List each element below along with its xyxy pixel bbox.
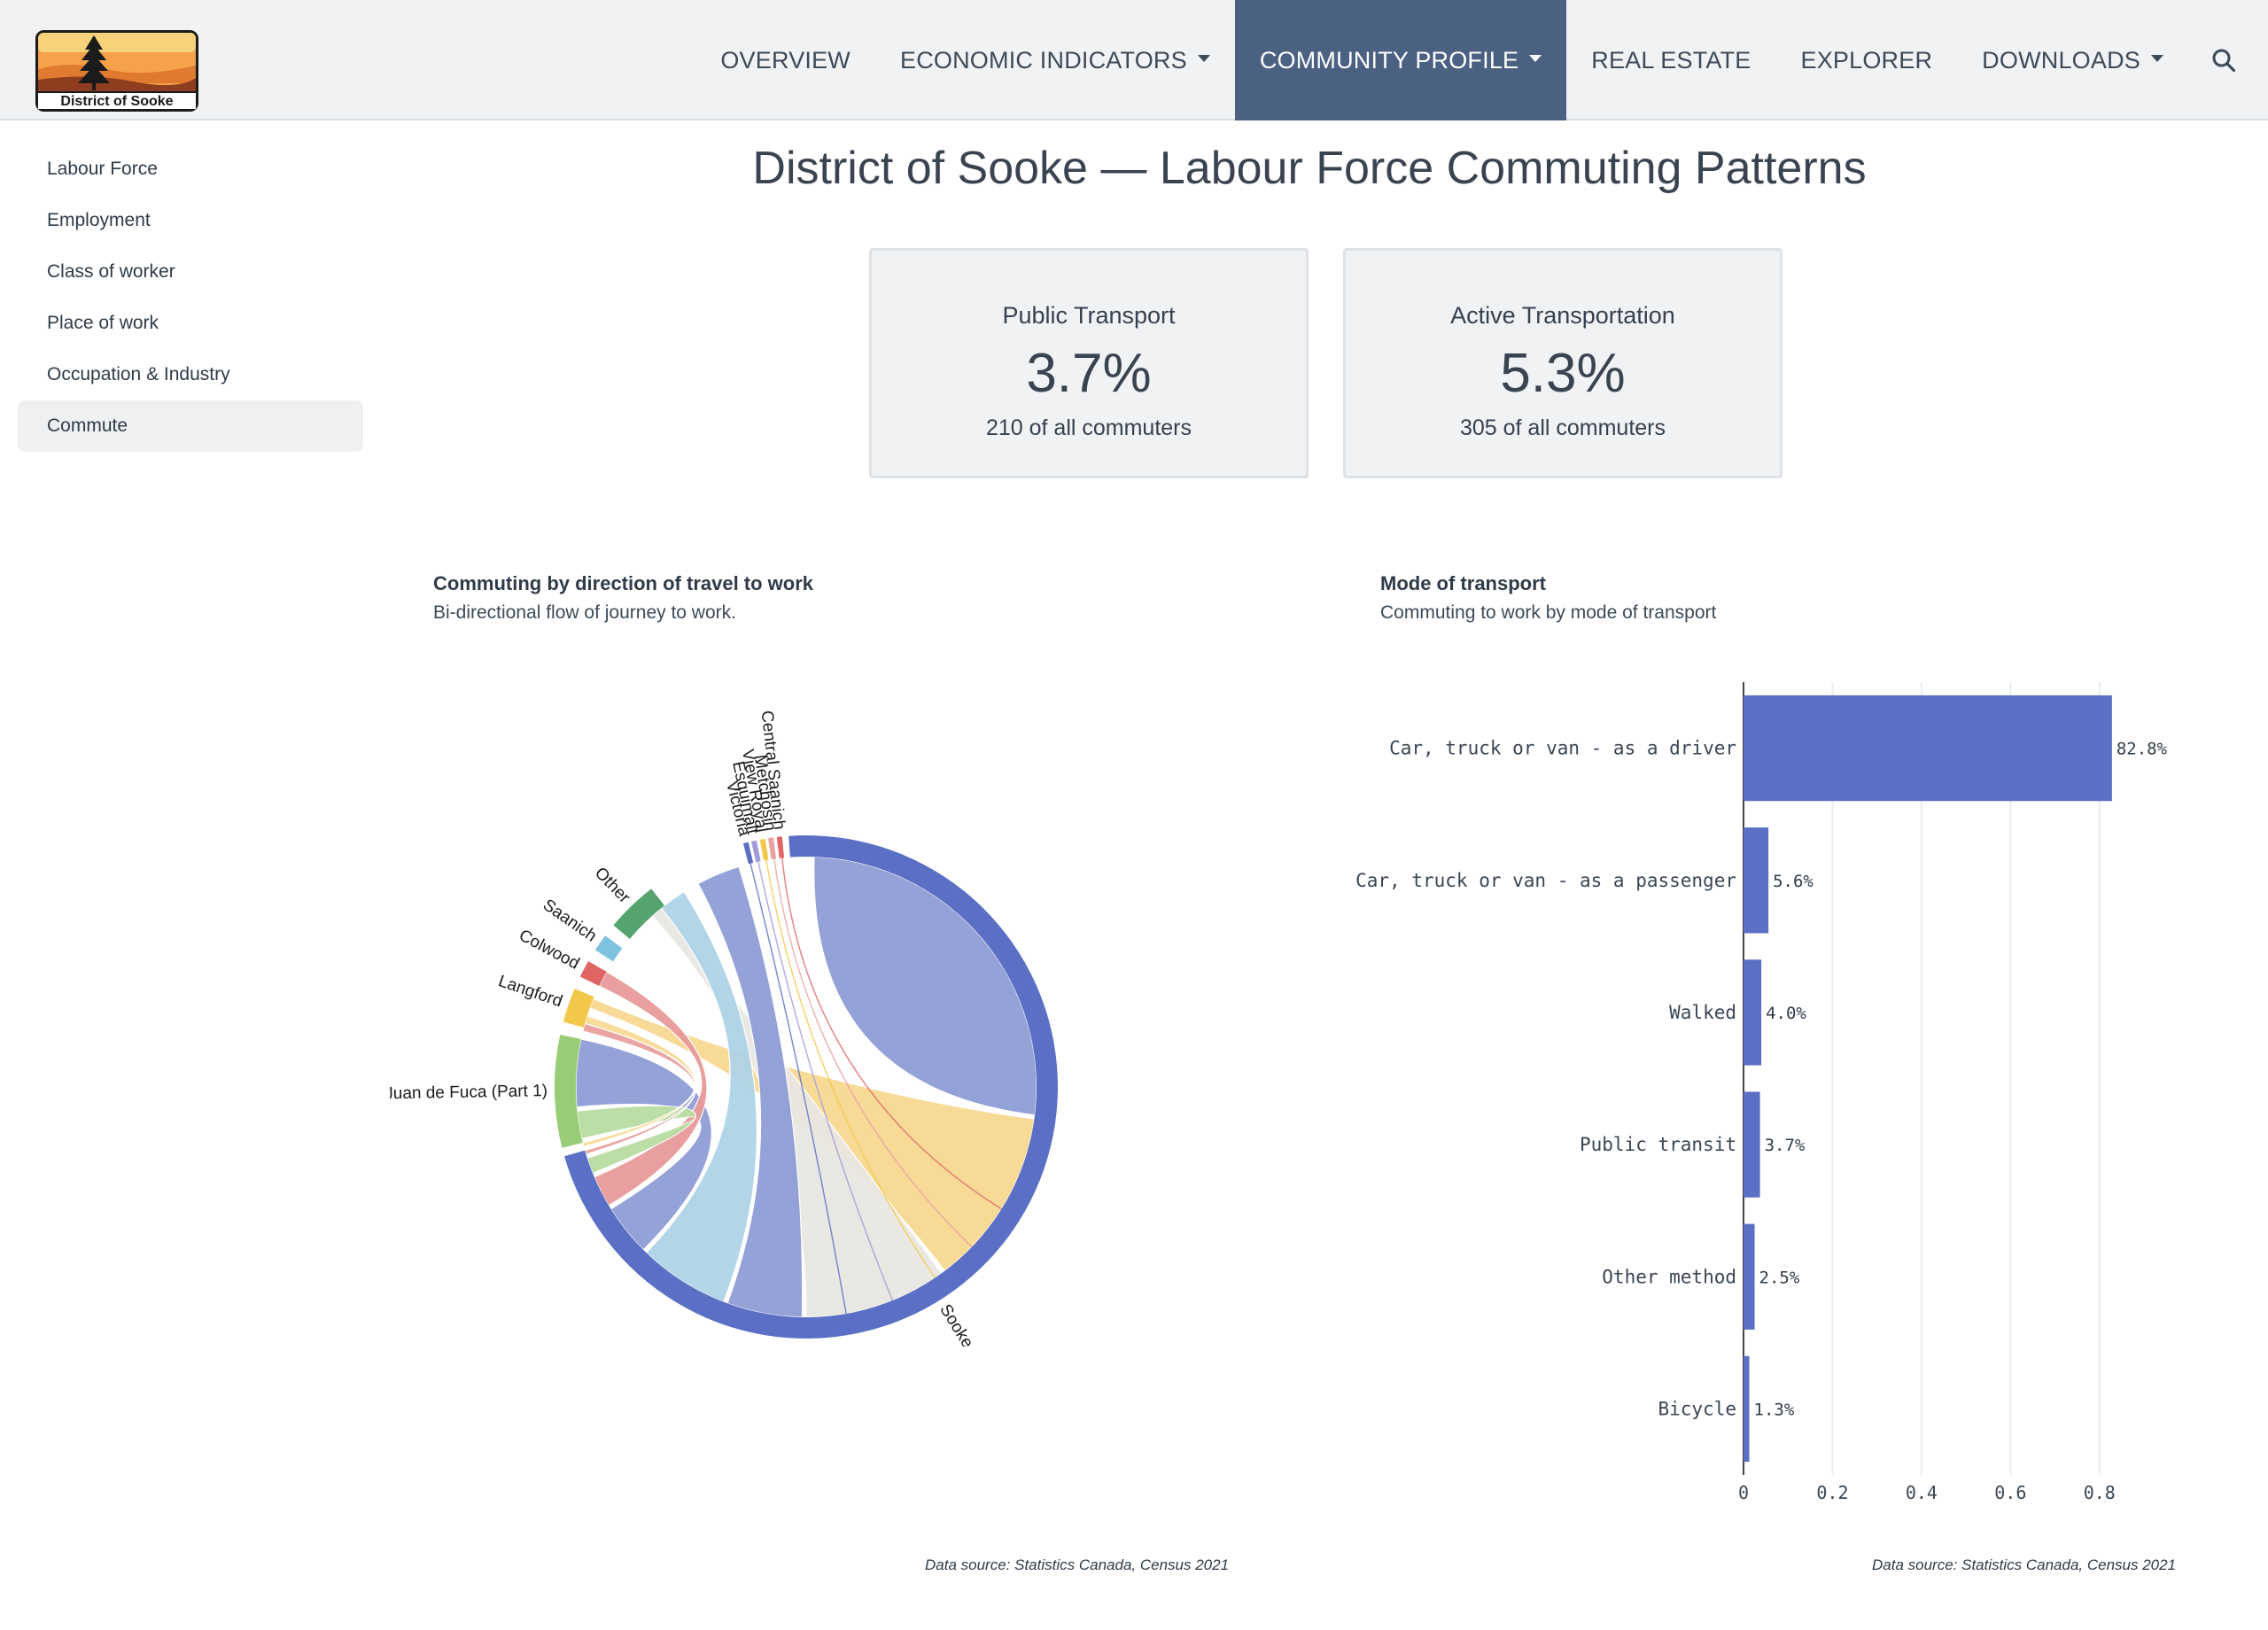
sidebar-item-place-of-work[interactable]: Place of work [47,313,159,333]
district-logo[interactable]: District of Sooke [35,30,198,112]
data-label: 5.6% [1773,872,1814,891]
chord-chart-source: Data source: Statistics Canada, Census 2… [925,1556,1230,1573]
caret-down-icon [1529,55,1542,62]
stat-card-public-transport: Public Transport 3.7% 210 of all commute… [869,248,1309,478]
stat-card-active-transportation: Active Transportation 5.3% 305 of all co… [1343,248,1783,478]
bar-chart: Car, truck or van - as a driver 82.8% Car,… [1355,682,2168,1503]
data-label: 3.7% [1765,1136,1806,1155]
chord-ribbon[interactable] [765,859,936,1278]
chord-label-juan-de-fuca-part-1: Juan de Fuca (Part 1) [390,1082,548,1103]
stat-value: 3.7% [1026,343,1152,404]
nav-real-estate[interactable]: REAL ESTATE [1566,0,1775,120]
chord-arc-view-royal[interactable] [759,838,769,861]
bar-public-transit[interactable] [1744,1091,1760,1198]
chord-label-sooke: Sooke [936,1301,976,1347]
chord-arc-other[interactable] [613,889,664,939]
chord-ribbon[interactable] [773,858,973,1248]
bar-chart-source: Data source: Statistics Canada, Census 2… [1872,1556,2177,1573]
bar-car-truck-or-van-as-a-passenger[interactable] [1744,827,1769,934]
category-label: Car, truck or van - as a driver [1389,738,1736,759]
bar-chart-subtitle: Commuting to work by mode of transport [1380,602,1717,623]
x-tick-label: 0.8 [2084,1482,2116,1503]
nav-economic-indicators[interactable]: ECONOMIC INDICATORS [875,0,1235,120]
category-label: Bicycle [1658,1398,1736,1419]
nav-overview-label: OVERVIEW [720,46,850,74]
data-label: 1.3% [1754,1400,1795,1419]
bar-chart-title: Mode of transport [1380,572,1546,594]
search-button[interactable] [2188,0,2268,120]
nav-explorer-label: EXPLORER [1800,46,1933,74]
bar-walked[interactable] [1744,959,1762,1066]
x-tick-label: 0 [1738,1482,1749,1503]
chord-ribbon[interactable] [757,861,894,1301]
bar-other-method[interactable] [1744,1223,1755,1330]
chord-arc-central-saanich[interactable] [776,836,785,858]
sidebar-item-class-of-worker[interactable]: Class of worker [47,261,175,282]
chord-ribbon[interactable] [645,890,757,1303]
chord-ribbon[interactable] [781,858,1002,1210]
chord-arc-juan-de-fuca-part-1[interactable] [555,1034,583,1148]
search-icon [2212,49,2236,73]
stat-label: Active Transportation [1450,302,1675,329]
category-label: Car, truck or van - as a passenger [1355,870,1736,891]
sidebar-item-labour-force[interactable]: Labour Force [47,159,158,179]
chord-arc-saanich[interactable] [594,935,623,962]
stat-value: 5.3% [1500,343,1626,404]
nav-downloads-label: DOWNLOADS [1982,46,2140,74]
data-label: 82.8% [2117,740,2168,759]
chord-label-other: Other [591,864,634,907]
chord-ribbon[interactable] [750,863,847,1315]
logo-text: District of Sooke [60,94,173,109]
sidebar-item-occupation-industry[interactable]: Occupation & Industry [47,364,230,384]
chord-ribbon[interactable] [813,856,1037,1116]
nav-explorer[interactable]: EXPLORER [1776,0,1958,120]
page-title: District of Sooke — Labour Force Commuti… [752,143,1867,194]
sidebar-item-employment[interactable]: Employment [47,210,151,230]
caret-down-icon [1197,55,1210,62]
category-label: Other method [1602,1266,1736,1287]
chord-chart-subtitle: Bi-directional flow of journey to work. [433,602,736,623]
sidebar-item-commute[interactable]: Commute [18,400,363,452]
category-label: Public transit [1580,1134,1736,1155]
nav-economic-indicators-label: ECONOMIC INDICATORS [900,46,1187,74]
stat-note: 305 of all commuters [1459,415,1666,440]
data-label: 4.0% [1766,1004,1806,1023]
chord-ribbon[interactable] [697,865,804,1318]
stat-note: 210 of all commuters [985,415,1192,440]
main-nav: OVERVIEW ECONOMIC INDICATORS COMMUNITY P… [695,0,2268,120]
stat-label: Public Transport [1002,302,1176,329]
nav-real-estate-label: REAL ESTATE [1591,46,1751,74]
chord-chart-title: Commuting by direction of travel to work [433,572,814,594]
chord-arc-colwood[interactable] [579,961,607,987]
top-navbar: District of Sooke OVERVIEW ECONOMIC INDI… [0,0,2268,120]
x-tick-label: 0.2 [1816,1482,1848,1503]
caret-down-icon [2151,55,2163,62]
category-label: Walked [1669,1002,1736,1023]
chord-ribbon[interactable] [581,1022,696,1155]
chord-arc-esquimalt[interactable] [751,840,761,863]
nav-community-profile[interactable]: COMMUNITY PROFILE [1234,0,1567,120]
chord-arc-langford[interactable] [563,989,594,1028]
x-tick-label: 0.4 [1906,1482,1938,1503]
x-tick-label: 0.6 [1994,1482,2026,1503]
nav-downloads[interactable]: DOWNLOADS [1957,0,2188,120]
nav-overview[interactable]: OVERVIEW [695,0,875,120]
bar-bicycle[interactable] [1744,1355,1750,1463]
chord-arc-victoria[interactable] [742,842,754,865]
chord-label-langford: Langford [496,972,565,1011]
sidebar: Labour Force Employment Class of worker … [18,144,363,452]
chord-arc-metchosin[interactable] [768,837,777,859]
data-label: 2.5% [1759,1268,1800,1287]
bar-car-truck-or-van-as-a-driver[interactable] [1744,695,2112,802]
nav-community-profile-label: COMMUNITY PROFILE [1259,46,1519,74]
chord-ribbon[interactable] [576,1105,696,1175]
